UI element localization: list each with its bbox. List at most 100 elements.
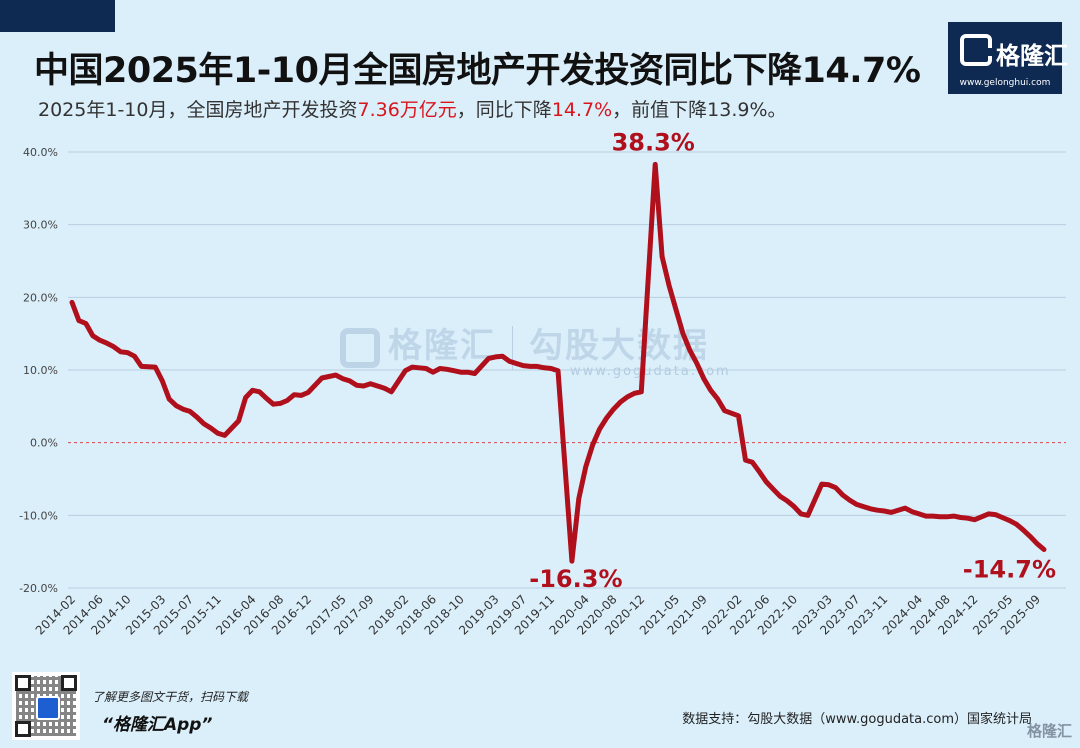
data-point <box>341 377 344 380</box>
qr-logo-icon <box>36 696 60 720</box>
data-point <box>445 368 449 371</box>
data-point <box>751 461 754 464</box>
data-point <box>1015 522 1018 526</box>
data-point <box>140 365 143 368</box>
data-point <box>765 480 768 484</box>
data-point <box>515 362 518 365</box>
data-point <box>584 465 587 468</box>
data-point <box>334 373 337 377</box>
data-point <box>188 410 192 413</box>
data-point <box>320 376 324 380</box>
data-point <box>820 482 823 486</box>
watermark-divider <box>512 325 513 370</box>
qr-finder-top-right <box>61 675 77 691</box>
data-point <box>508 360 511 363</box>
data-point <box>834 486 837 489</box>
y-axis-ticks: -20.0% -10.0% 0.0% 10.0% 20.0% 30.0% 40.0% <box>19 146 58 595</box>
data-point <box>424 367 428 370</box>
data-point <box>411 365 414 369</box>
data-point <box>619 400 622 404</box>
data-point <box>952 514 955 518</box>
data-point <box>869 507 872 510</box>
data-label: -16.3% <box>529 565 622 593</box>
data-point <box>605 416 608 420</box>
y-tick-label: 10.0% <box>23 364 58 377</box>
data-point <box>785 499 789 502</box>
data-point <box>459 371 462 374</box>
data-point <box>862 505 865 508</box>
data-point <box>855 503 858 506</box>
data-point <box>355 384 358 387</box>
data-point <box>272 403 275 406</box>
data-point <box>994 513 997 516</box>
data-point <box>695 362 699 365</box>
data-point <box>938 515 942 518</box>
data-point <box>244 396 247 399</box>
data-point <box>688 349 692 352</box>
data-point <box>376 384 379 388</box>
data-label: 38.3% <box>612 128 695 156</box>
brand-logo[interactable]: 格隆汇 www.gelonghui.com <box>948 22 1068 94</box>
data-point <box>126 351 129 354</box>
data-point <box>556 369 560 372</box>
data-point <box>536 365 539 368</box>
logo-g-icon <box>960 34 992 66</box>
subtitle-highlight-amount: 7.36万亿元 <box>357 99 457 121</box>
data-point <box>299 394 303 397</box>
data-point <box>404 369 407 372</box>
data-point <box>737 414 740 417</box>
watermark-text2: 勾股大数据 <box>529 326 709 366</box>
qr-code[interactable] <box>12 672 80 740</box>
data-point <box>161 379 164 383</box>
data-point <box>181 408 185 411</box>
data-point <box>890 511 893 514</box>
data-point <box>1042 548 1046 551</box>
data-point <box>168 397 171 401</box>
data-point <box>293 393 296 396</box>
data-point <box>779 495 782 498</box>
page-title: 中国2025年1-10月全国房地产开发投资同比下降14.7% <box>34 51 921 91</box>
data-point <box>806 514 810 517</box>
subtitle: 2025年1-10月，全国房地产开发投资7.36万亿元，同比下降14.7%，前值… <box>38 95 787 122</box>
data-point <box>660 255 664 258</box>
data-point <box>466 371 469 374</box>
data-point <box>626 395 629 399</box>
data-point <box>945 515 948 518</box>
grid-lines <box>68 151 1066 589</box>
watermark: 格隆汇 勾股大数据 <box>340 318 709 370</box>
data-point <box>390 390 393 393</box>
data-point <box>383 387 386 390</box>
data-point <box>716 397 719 401</box>
data-point <box>758 470 761 473</box>
data-point <box>654 163 657 166</box>
data-point <box>744 458 747 462</box>
y-tick-label: -10.0% <box>19 509 58 522</box>
footer-app-name: “格隆汇App” <box>102 715 213 735</box>
footer-promo: 了解更多图文干货，扫码下载 <box>92 690 249 704</box>
data-point <box>431 371 435 374</box>
watermark-url: www.gogudata.com <box>570 364 731 379</box>
data-point <box>792 505 796 508</box>
data-point <box>529 365 532 368</box>
subtitle-part2: ，同比下降 <box>456 99 552 121</box>
data-point <box>237 419 240 423</box>
data-point <box>154 365 157 369</box>
watermark-text1: 格隆汇 <box>388 326 496 366</box>
data-point <box>827 483 830 486</box>
data-point <box>265 397 268 400</box>
data-point <box>612 408 615 411</box>
data-point <box>91 334 95 337</box>
data-point <box>258 390 261 393</box>
data-point <box>924 514 928 518</box>
data-point <box>494 355 497 359</box>
data-point <box>667 284 671 287</box>
subtitle-part3: ，前值下降13.9%。 <box>612 99 787 121</box>
data-point <box>251 389 254 392</box>
data-point <box>841 493 844 497</box>
y-tick-label: 20.0% <box>23 291 58 304</box>
data-point <box>84 322 88 325</box>
data-point <box>306 391 310 394</box>
y-tick-label: 0.0% <box>30 437 58 450</box>
data-point <box>883 509 886 513</box>
